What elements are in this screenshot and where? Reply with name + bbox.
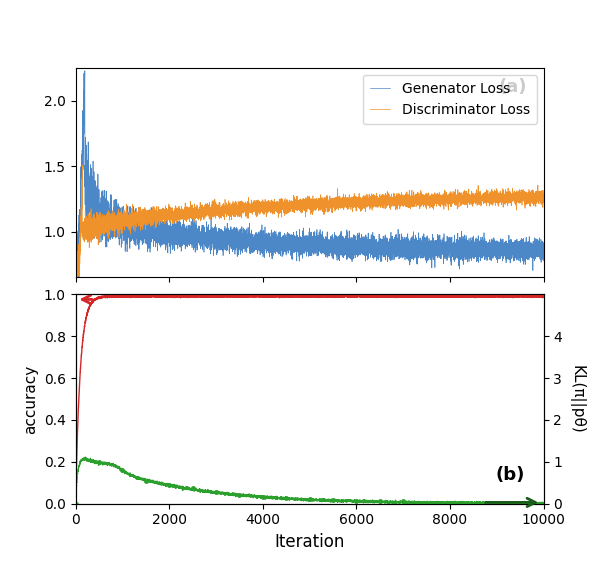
Discriminator Loss [540, 195, 547, 202]
Text: (a): (a) [499, 79, 527, 96]
Genenator Loss [91, 183, 98, 190]
Legend: Genenator Loss, Discriminator Loss: Genenator Loss, Discriminator Loss [362, 75, 537, 124]
Y-axis label: KL(π||pθ): KL(π||pθ) [568, 365, 585, 434]
Discriminator Loss [515, 194, 522, 200]
X-axis label: Iteration: Iteration [274, 533, 345, 551]
Discriminator Loss [164, 220, 171, 226]
Text: (b): (b) [495, 466, 525, 484]
Discriminator Loss [72, 272, 79, 279]
Discriminator Loss [91, 217, 98, 224]
Genenator Loss [81, 67, 88, 74]
Discriminator Loss [74, 267, 82, 274]
Discriminator Loss [74, 284, 82, 290]
Genenator Loss [72, 290, 80, 297]
Genenator Loss [301, 246, 308, 252]
Discriminator Loss [79, 162, 86, 169]
Genenator Loss [100, 205, 108, 212]
Genenator Loss [74, 258, 82, 264]
Line: Genenator Loss: Genenator Loss [76, 71, 544, 293]
Discriminator Loss [100, 225, 108, 232]
Discriminator Loss [301, 200, 308, 207]
Line: Discriminator Loss: Discriminator Loss [76, 165, 544, 287]
Genenator Loss [164, 226, 171, 233]
Y-axis label: accuracy: accuracy [23, 365, 38, 434]
Genenator Loss [72, 253, 79, 260]
Genenator Loss [540, 243, 547, 250]
Genenator Loss [515, 238, 522, 245]
